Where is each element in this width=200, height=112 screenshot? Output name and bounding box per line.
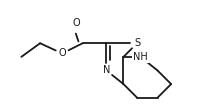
Text: O: O: [58, 48, 66, 58]
Text: N: N: [102, 66, 110, 75]
Text: NH: NH: [132, 52, 147, 62]
Text: O: O: [72, 18, 79, 28]
Text: S: S: [133, 38, 139, 48]
